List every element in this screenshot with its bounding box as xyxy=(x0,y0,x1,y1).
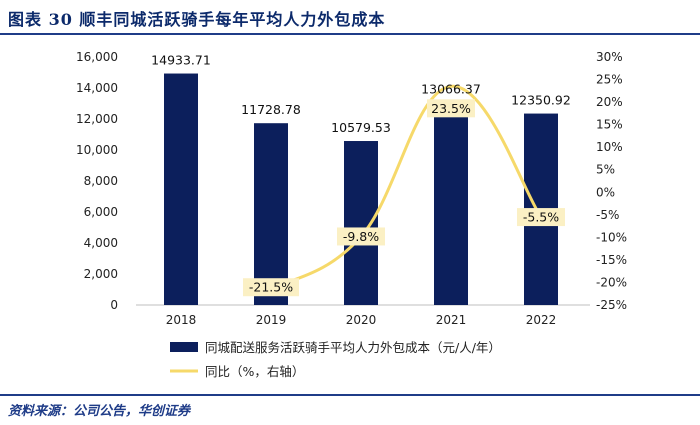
y-right-tick-label: -20% xyxy=(596,275,627,289)
y-right-tick-label: -15% xyxy=(596,253,627,267)
yoy-label-bg-2019 xyxy=(243,278,299,297)
bar-value-label-2020: 10579.53 xyxy=(331,120,391,135)
bar-2018 xyxy=(164,73,198,305)
bar-2019 xyxy=(254,123,288,305)
y-right-tick-label: 5% xyxy=(596,163,615,177)
title-rule xyxy=(0,33,700,35)
y-left-tick-label: 8,000 xyxy=(84,174,118,188)
yoy-label-bg-2020 xyxy=(337,227,385,246)
x-tick-label-2020: 2020 xyxy=(346,313,377,327)
y-right-tick-label: 20% xyxy=(596,95,623,109)
yoy-label-2020: -9.8% xyxy=(343,229,379,244)
yoy-line xyxy=(269,84,543,291)
y-right-tick-label: 15% xyxy=(596,118,623,132)
y-right-tick-label: 10% xyxy=(596,140,623,154)
y-left-tick-label: 12,000 xyxy=(76,112,118,126)
bar-value-label-2018: 14933.71 xyxy=(151,53,211,68)
yoy-label-bg-2022 xyxy=(517,208,565,227)
x-tick-label-2021: 2021 xyxy=(436,313,467,327)
y-left-tick-label: 14,000 xyxy=(76,81,118,95)
y-right-tick-label: 0% xyxy=(596,185,615,199)
y-left-tick-label: 16,000 xyxy=(76,50,118,64)
x-tick-label-2018: 2018 xyxy=(166,313,197,327)
yoy-label-2022: -5.5% xyxy=(523,210,559,225)
bar-2021 xyxy=(434,102,468,305)
y-left-tick-label: 4,000 xyxy=(84,236,118,250)
yoy-label-2019: -21.5% xyxy=(249,280,293,295)
legend-swatch-bar xyxy=(170,342,198,352)
y-right-tick-label: -25% xyxy=(596,298,627,312)
legend-label-line: 同比（%，右轴） xyxy=(205,364,304,379)
y-right-tick-label: 25% xyxy=(596,73,623,87)
y-right-tick-label: -10% xyxy=(596,230,627,244)
bar-value-label-2019: 11728.78 xyxy=(241,102,301,117)
y-left-tick-label: 10,000 xyxy=(76,143,118,157)
legend-label-bar: 同城配送服务活跃骑手平均人力外包成本（元/人/年） xyxy=(205,340,501,355)
x-tick-label-2019: 2019 xyxy=(256,313,287,327)
x-tick-label-2022: 2022 xyxy=(526,313,557,327)
bar-value-label-2021: 13066.37 xyxy=(421,81,481,96)
y-right-tick-label: 30% xyxy=(596,50,623,64)
y-right-tick-label: -5% xyxy=(596,208,619,222)
footer-rule xyxy=(0,394,700,396)
yoy-label-2021: 23.5% xyxy=(431,101,471,116)
bar-2020 xyxy=(344,141,378,305)
y-left-tick-label: 6,000 xyxy=(84,205,118,219)
y-left-tick-label: 0 xyxy=(110,298,118,312)
yoy-label-bg-2021 xyxy=(427,99,475,118)
bar-value-label-2022: 12350.92 xyxy=(511,93,571,108)
chart-title: 图表 30 顺丰同城活跃骑手每年平均人力外包成本 xyxy=(8,10,386,29)
source-note: 资料来源：公司公告，华创证券 xyxy=(8,404,191,419)
y-left-tick-label: 2,000 xyxy=(84,267,118,281)
